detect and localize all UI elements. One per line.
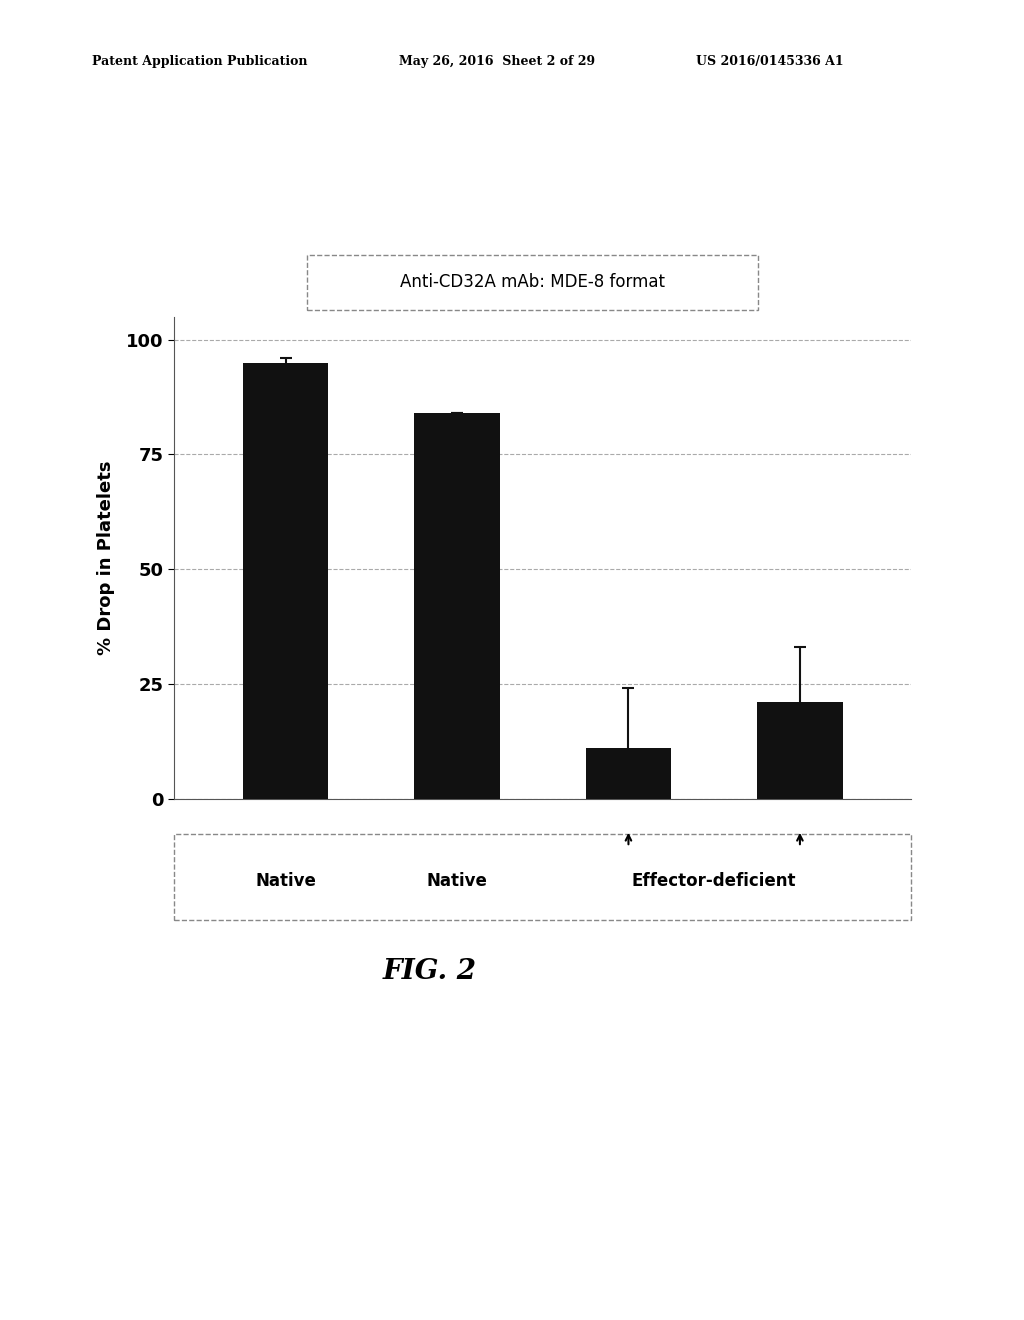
Text: Patent Application Publication: Patent Application Publication xyxy=(92,55,307,69)
Bar xyxy=(757,702,843,799)
FancyBboxPatch shape xyxy=(174,834,911,920)
Y-axis label: % Drop in Platelets: % Drop in Platelets xyxy=(97,461,115,655)
Text: May 26, 2016  Sheet 2 of 29: May 26, 2016 Sheet 2 of 29 xyxy=(399,55,596,69)
Text: Effector-deficient: Effector-deficient xyxy=(632,873,797,891)
Text: FIG. 2: FIG. 2 xyxy=(383,958,477,986)
Bar xyxy=(586,748,672,799)
Text: Anti-CD32A mAb: MDE-8 format: Anti-CD32A mAb: MDE-8 format xyxy=(400,273,665,292)
FancyBboxPatch shape xyxy=(307,255,758,310)
Bar xyxy=(243,363,329,799)
Text: US 2016/0145336 A1: US 2016/0145336 A1 xyxy=(696,55,844,69)
Text: Native: Native xyxy=(427,873,487,891)
Bar xyxy=(414,413,500,799)
Text: Native: Native xyxy=(255,873,316,891)
